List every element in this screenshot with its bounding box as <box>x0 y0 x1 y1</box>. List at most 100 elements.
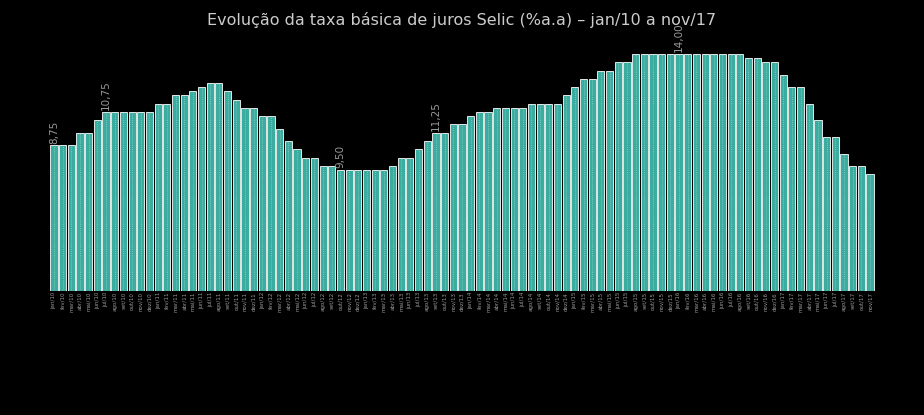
Bar <box>519 108 527 290</box>
Bar <box>328 166 335 290</box>
Bar <box>667 54 674 290</box>
Bar <box>337 170 344 290</box>
Bar <box>424 141 431 290</box>
Bar <box>493 108 500 290</box>
Bar <box>111 112 118 290</box>
Bar <box>511 108 517 290</box>
Bar <box>640 54 648 290</box>
Bar <box>207 83 213 290</box>
Bar <box>780 75 786 290</box>
Bar <box>762 62 770 290</box>
Text: 10,75: 10,75 <box>101 81 111 110</box>
Bar <box>103 112 110 290</box>
Bar <box>320 166 327 290</box>
Bar <box>51 145 57 290</box>
Bar <box>415 149 422 290</box>
Bar <box>849 166 857 290</box>
Bar <box>711 54 717 290</box>
Bar <box>771 62 778 290</box>
Bar <box>120 112 127 290</box>
Bar <box>675 54 683 290</box>
Title: Evolução da taxa básica de juros Selic (%a.a) – jan/10 a nov/17: Evolução da taxa básica de juros Selic (… <box>207 12 717 28</box>
Bar <box>624 62 630 290</box>
Bar <box>650 54 657 290</box>
Text: 8,75: 8,75 <box>49 120 59 144</box>
Bar <box>701 54 709 290</box>
Bar <box>233 100 240 290</box>
Bar <box>450 124 456 290</box>
Bar <box>407 158 413 290</box>
Bar <box>164 104 170 290</box>
Bar <box>381 170 387 290</box>
Bar <box>797 87 804 290</box>
Bar <box>745 58 752 290</box>
Bar <box>867 174 873 290</box>
Bar <box>146 112 153 290</box>
Bar <box>554 104 561 290</box>
Bar <box>189 91 197 290</box>
Bar <box>172 95 179 290</box>
Bar <box>397 158 405 290</box>
Bar <box>632 54 639 290</box>
Bar <box>832 137 839 290</box>
Bar <box>857 166 865 290</box>
Bar <box>614 62 622 290</box>
Bar <box>94 120 101 290</box>
Bar <box>468 116 474 290</box>
Bar <box>684 54 691 290</box>
Bar <box>371 170 379 290</box>
Bar <box>727 54 735 290</box>
Bar <box>241 108 249 290</box>
Bar <box>806 104 813 290</box>
Bar <box>285 141 292 290</box>
Bar <box>389 166 396 290</box>
Bar <box>276 129 284 290</box>
Text: 11,25: 11,25 <box>431 101 441 131</box>
Bar <box>346 170 353 290</box>
Bar <box>814 120 821 290</box>
Bar <box>841 154 847 290</box>
Bar <box>77 133 83 290</box>
Bar <box>215 83 223 290</box>
Text: 14,00: 14,00 <box>674 23 684 52</box>
Bar <box>545 104 553 290</box>
Bar <box>736 54 744 290</box>
Bar <box>484 112 492 290</box>
Bar <box>259 116 266 290</box>
Bar <box>363 170 370 290</box>
Bar <box>67 145 75 290</box>
Bar <box>294 149 300 290</box>
Bar <box>693 54 700 290</box>
Bar <box>719 54 726 290</box>
Text: 9,50: 9,50 <box>335 145 346 168</box>
Bar <box>754 58 760 290</box>
Bar <box>267 116 274 290</box>
Bar <box>59 145 67 290</box>
Bar <box>571 87 578 290</box>
Bar <box>606 71 614 290</box>
Bar <box>502 108 509 290</box>
Bar <box>441 133 448 290</box>
Bar <box>563 95 570 290</box>
Bar <box>788 87 796 290</box>
Bar <box>537 104 543 290</box>
Bar <box>589 79 596 290</box>
Bar <box>458 124 466 290</box>
Bar <box>198 87 205 290</box>
Bar <box>354 170 361 290</box>
Bar <box>154 104 162 290</box>
Bar <box>302 158 310 290</box>
Bar <box>580 79 587 290</box>
Bar <box>180 95 188 290</box>
Bar <box>310 158 318 290</box>
Bar <box>138 112 144 290</box>
Bar <box>476 112 483 290</box>
Bar <box>823 137 830 290</box>
Bar <box>128 112 136 290</box>
Bar <box>432 133 440 290</box>
Bar <box>85 133 92 290</box>
Bar <box>250 108 257 290</box>
Bar <box>658 54 665 290</box>
Bar <box>597 71 604 290</box>
Bar <box>224 91 231 290</box>
